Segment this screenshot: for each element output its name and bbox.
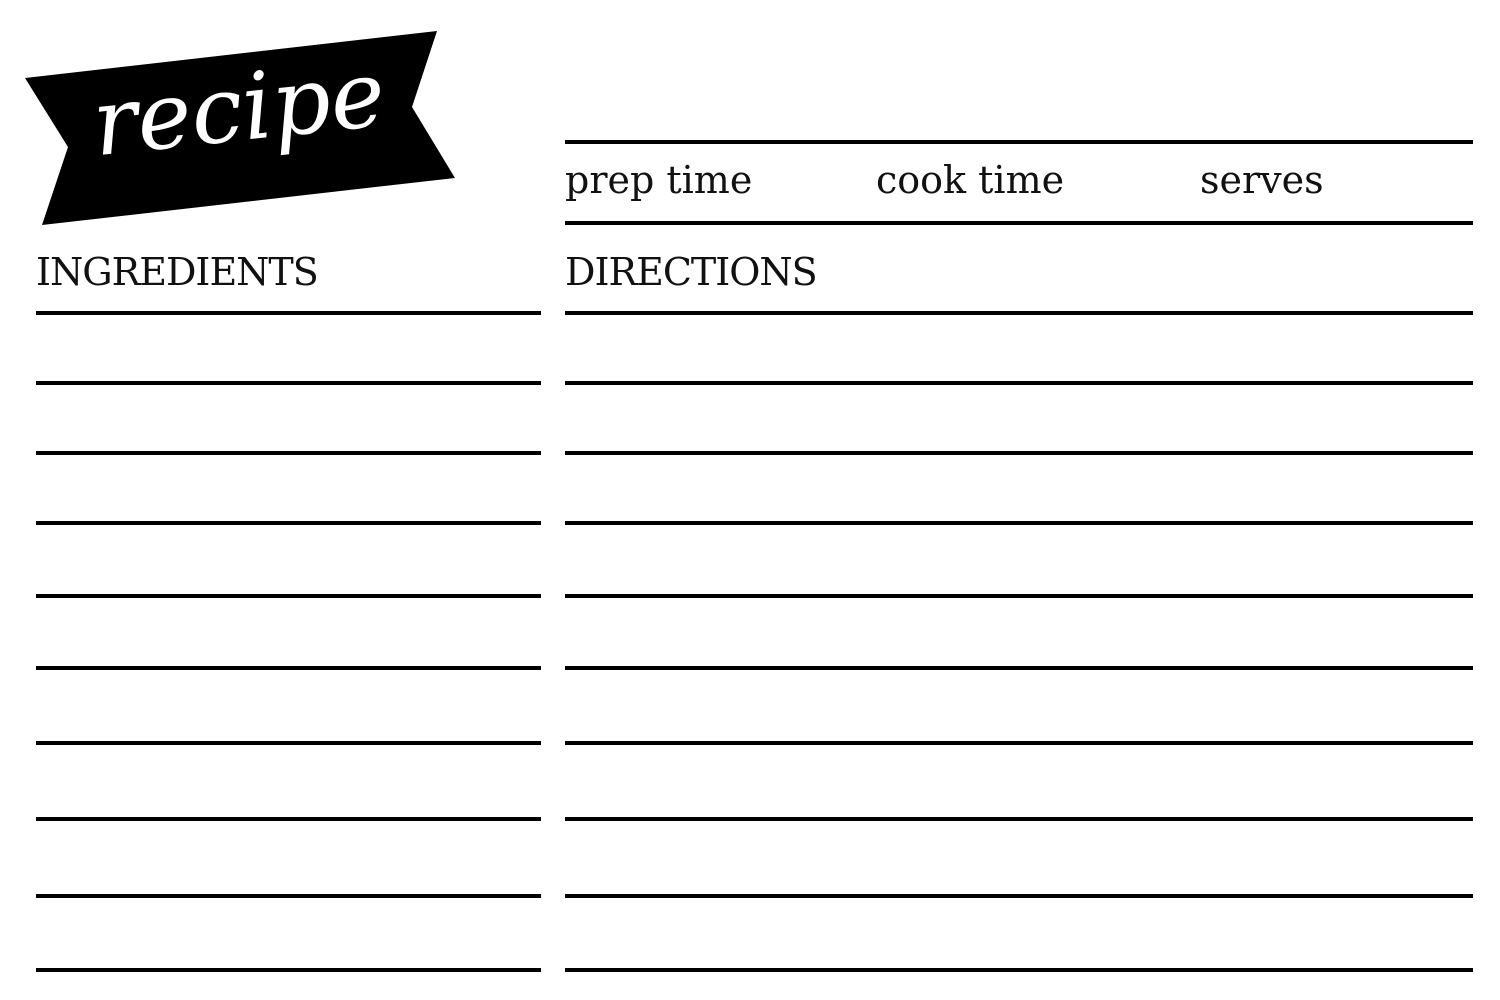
ingredient-line[interactable] bbox=[36, 521, 541, 525]
direction-line[interactable] bbox=[565, 381, 1473, 385]
recipe-banner: recipe bbox=[25, 31, 455, 225]
ingredient-line[interactable] bbox=[36, 817, 541, 821]
direction-line[interactable] bbox=[565, 666, 1473, 670]
direction-line[interactable] bbox=[565, 521, 1473, 525]
direction-line[interactable] bbox=[565, 894, 1473, 898]
ingredients-heading: INGREDIENTS bbox=[36, 250, 319, 294]
direction-line[interactable] bbox=[565, 968, 1473, 972]
ingredient-line[interactable] bbox=[36, 741, 541, 745]
direction-line[interactable] bbox=[565, 817, 1473, 821]
direction-line[interactable] bbox=[565, 741, 1473, 745]
serves-label: serves bbox=[1200, 158, 1324, 202]
meta-bottom-rule bbox=[565, 221, 1473, 225]
meta-top-rule bbox=[565, 140, 1473, 144]
ingredient-line[interactable] bbox=[36, 381, 541, 385]
direction-line[interactable] bbox=[565, 311, 1473, 315]
cook-time-label: cook time bbox=[876, 158, 1065, 202]
directions-heading: DIRECTIONS bbox=[565, 250, 818, 294]
banner-ribbon-shape bbox=[25, 31, 455, 225]
ingredient-line[interactable] bbox=[36, 666, 541, 670]
ingredient-line[interactable] bbox=[36, 311, 541, 315]
ingredient-line[interactable] bbox=[36, 451, 541, 455]
ingredient-line[interactable] bbox=[36, 968, 541, 972]
ingredient-line[interactable] bbox=[36, 894, 541, 898]
direction-line[interactable] bbox=[565, 451, 1473, 455]
direction-line[interactable] bbox=[565, 594, 1473, 598]
prep-time-label: prep time bbox=[565, 158, 753, 202]
ingredient-line[interactable] bbox=[36, 594, 541, 598]
